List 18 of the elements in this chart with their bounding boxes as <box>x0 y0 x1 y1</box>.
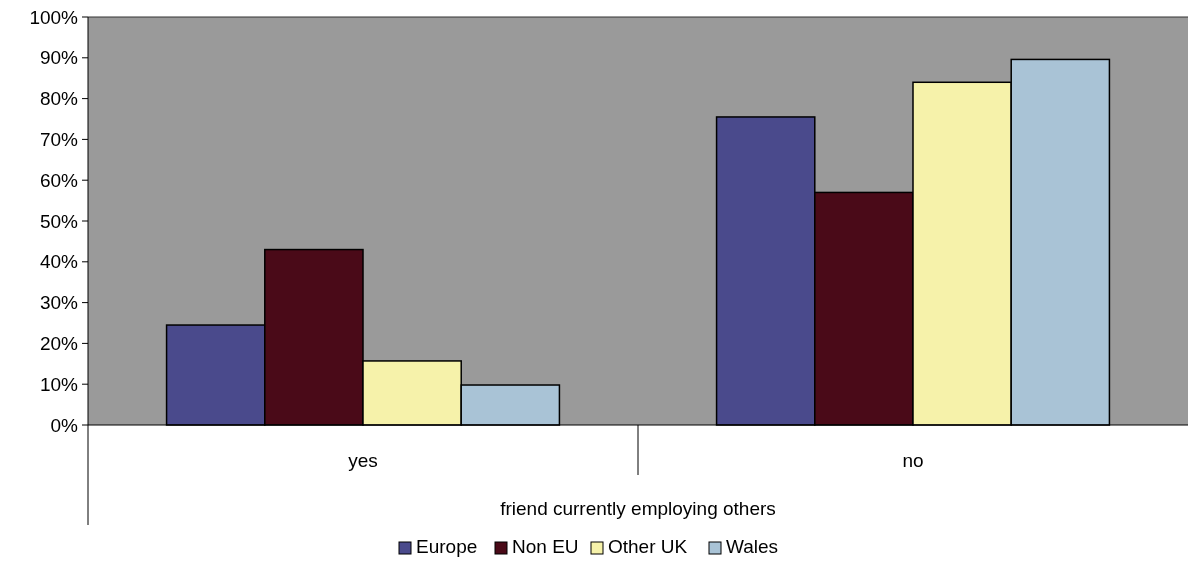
x-tick-label: yes <box>348 450 378 471</box>
x-axis-title: friend currently employing others <box>500 498 776 519</box>
y-tick-label: 100% <box>29 6 79 28</box>
legend-label: Other UK <box>608 536 688 557</box>
legend-label: Europe <box>416 536 478 557</box>
x-tick-label: no <box>902 450 924 471</box>
y-tick-label: 70% <box>39 129 79 151</box>
y-tick-label: 10% <box>39 373 79 395</box>
y-tick-label: 30% <box>39 292 79 314</box>
y-tick-label: 50% <box>39 210 79 232</box>
y-tick-label: 80% <box>39 88 79 110</box>
y-tick-label: 0% <box>50 414 79 436</box>
y-tick-label: 90% <box>39 47 79 69</box>
legend-label: Wales <box>726 536 779 557</box>
y-tick-label: 60% <box>39 169 79 191</box>
y-tick-label: 20% <box>39 333 79 355</box>
y-tick-label: 40% <box>39 251 79 273</box>
legend-label: Non EU <box>512 536 579 557</box>
